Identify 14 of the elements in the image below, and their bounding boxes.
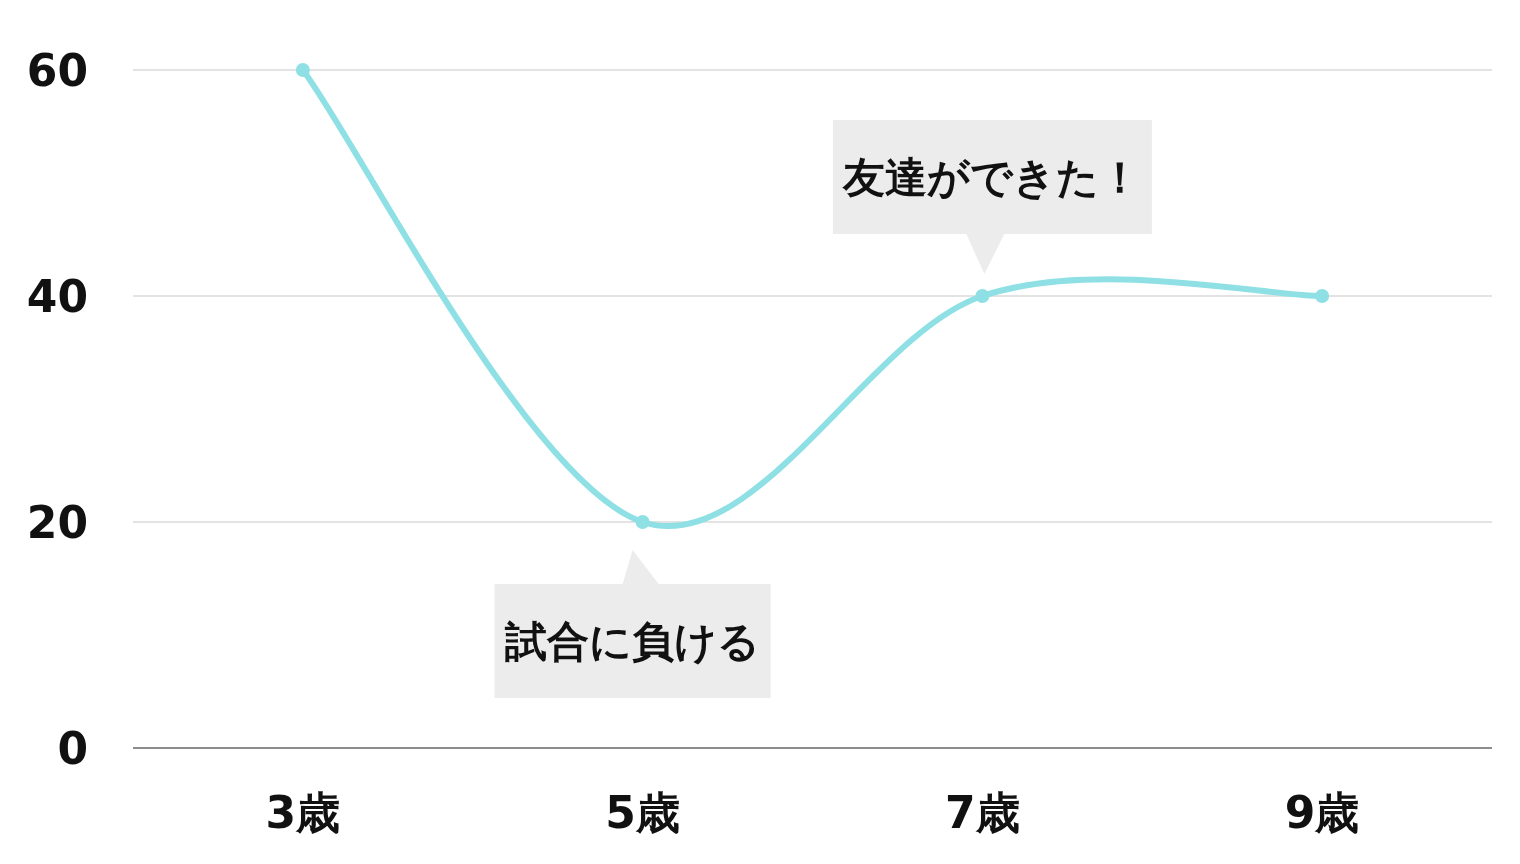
point	[635, 515, 650, 529]
y-tick-label: 60	[26, 44, 88, 96]
x-tick-label: 5歳	[605, 786, 680, 838]
point	[1315, 289, 1330, 303]
annotation: 試合に負ける	[504, 616, 761, 666]
point	[295, 63, 310, 77]
y-tick-label: 0	[57, 722, 88, 774]
y-tick-label: 40	[26, 270, 88, 322]
x-tick-label: 3歳	[265, 786, 341, 838]
x-tick-label: 7歳	[945, 786, 1020, 838]
point	[975, 289, 990, 303]
annotation: 友達ができた！	[842, 152, 1142, 202]
y-tick-label: 20	[26, 496, 88, 548]
x-tick-label: 9歳	[1284, 786, 1360, 838]
